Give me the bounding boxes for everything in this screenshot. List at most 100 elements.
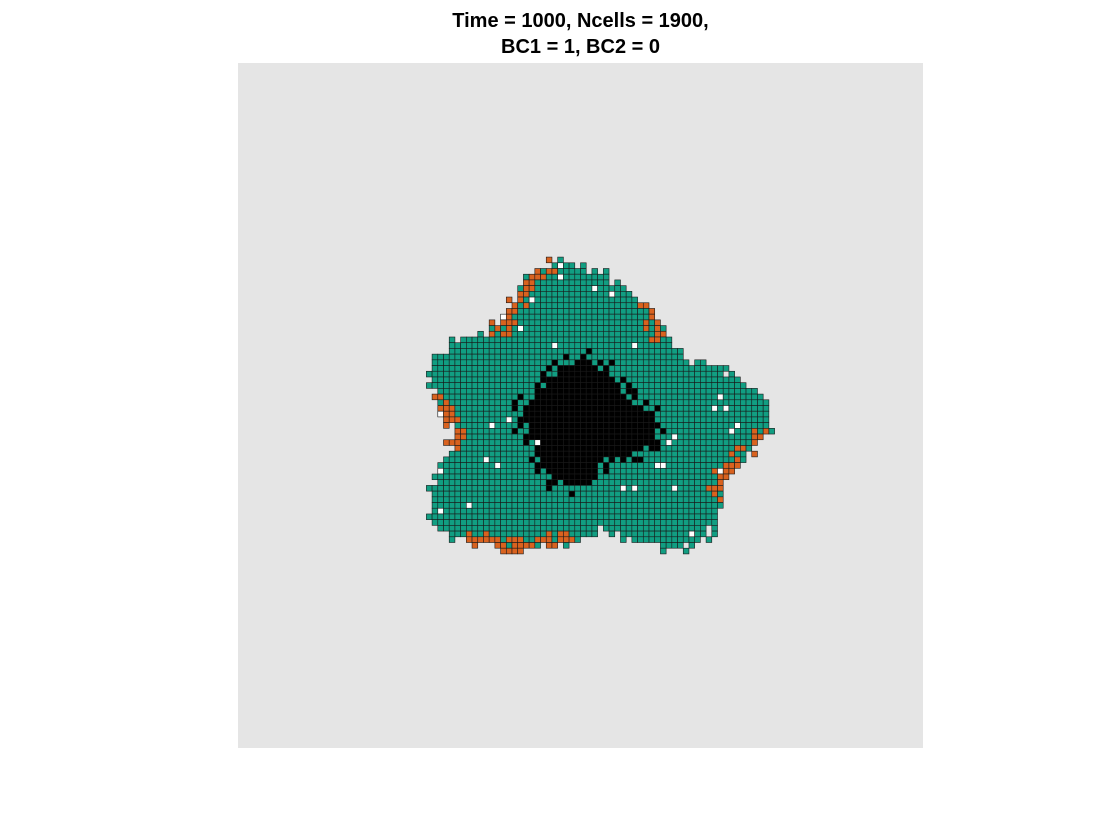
resistant-cell	[443, 410, 450, 418]
healthy-cell	[494, 445, 501, 452]
dead-cell	[534, 388, 541, 395]
healthy-cell	[523, 325, 530, 332]
healthy-cell	[620, 313, 627, 321]
healthy-cell	[437, 359, 444, 366]
healthy-cell	[597, 273, 604, 281]
healthy-cell	[528, 536, 536, 543]
resistant-cell	[728, 467, 735, 475]
dead-cell	[563, 428, 570, 435]
healthy-cell	[437, 370, 444, 378]
healthy-cell	[711, 525, 718, 532]
healthy-cell	[488, 410, 496, 418]
healthy-cell	[625, 308, 633, 315]
healthy-cell	[454, 399, 461, 406]
dead-cell	[603, 382, 610, 389]
healthy-cell	[466, 479, 473, 486]
healthy-cell	[660, 399, 667, 406]
healthy-cell	[728, 456, 735, 463]
healthy-cell	[448, 456, 456, 463]
healthy-cell	[671, 496, 678, 503]
healthy-cell	[642, 507, 650, 515]
healthy-cell	[614, 485, 621, 492]
healthy-cell	[551, 370, 558, 378]
dead-cell	[585, 467, 593, 475]
healthy-cell	[523, 462, 530, 469]
healthy-cell	[500, 439, 507, 446]
healthy-cell	[500, 513, 507, 520]
healthy-cell	[700, 502, 707, 509]
healthy-cell	[574, 342, 581, 349]
resistant-cell	[437, 405, 444, 412]
healthy-cell	[711, 376, 718, 383]
healthy-cell	[517, 319, 524, 326]
healthy-cell	[677, 507, 684, 515]
dead-cell	[540, 416, 547, 423]
healthy-cell	[540, 330, 547, 338]
healthy-cell	[734, 450, 741, 458]
healthy-cell	[574, 507, 581, 515]
healthy-cell	[694, 370, 701, 378]
healthy-cell	[528, 302, 536, 309]
healthy-cell	[568, 353, 576, 361]
healthy-cell	[494, 382, 501, 389]
healthy-cell	[466, 525, 473, 532]
dead-cell	[551, 462, 558, 469]
dead-cell	[603, 388, 610, 395]
healthy-cell	[717, 422, 724, 429]
healthy-cell	[551, 296, 558, 304]
healthy-cell	[448, 519, 456, 526]
healthy-cell	[488, 433, 496, 441]
healthy-cell	[660, 382, 667, 389]
healthy-cell	[688, 485, 695, 492]
healthy-cell	[700, 433, 707, 441]
healthy-cell	[517, 330, 524, 338]
healthy-cell	[448, 502, 456, 509]
title-line-2: BC1 = 1, BC2 = 0	[501, 36, 660, 58]
healthy-cell	[483, 496, 490, 503]
resistant-cell	[648, 308, 656, 315]
dead-cell	[563, 422, 570, 429]
healthy-cell	[722, 410, 730, 418]
healthy-cell	[563, 519, 570, 526]
healthy-cell	[488, 416, 496, 423]
resistant-cell	[711, 485, 718, 492]
healthy-cell	[500, 530, 507, 538]
healthy-cell	[494, 490, 501, 498]
healthy-cell	[603, 353, 610, 361]
healthy-cell	[671, 428, 678, 435]
dead-cell	[585, 450, 593, 458]
dead-cell	[568, 479, 576, 486]
healthy-cell	[660, 467, 667, 475]
healthy-cell	[534, 342, 541, 349]
healthy-cell	[494, 485, 501, 492]
dead-cell	[625, 450, 633, 458]
healthy-cell	[517, 348, 524, 355]
resistant-cell	[454, 445, 461, 452]
healthy-cell	[454, 342, 461, 349]
dead-cell	[568, 376, 576, 383]
healthy-cell	[608, 336, 616, 344]
healthy-cell	[540, 296, 547, 304]
healthy-cell	[694, 507, 701, 515]
dead-cell	[551, 376, 558, 383]
healthy-cell	[597, 308, 604, 315]
healthy-cell	[466, 450, 473, 458]
healthy-cell	[637, 479, 644, 486]
healthy-cell	[705, 376, 713, 383]
healthy-cell	[688, 467, 695, 475]
healthy-cell	[648, 490, 656, 498]
healthy-cell	[505, 479, 513, 486]
healthy-cell	[557, 308, 564, 315]
dead-cell	[551, 479, 558, 486]
resistant-cell	[545, 542, 553, 549]
dead-cell	[620, 416, 627, 423]
healthy-cell	[585, 319, 593, 326]
healthy-cell	[682, 479, 690, 486]
empty-cell	[466, 502, 473, 509]
healthy-cell	[563, 507, 570, 515]
healthy-cell	[665, 473, 673, 481]
resistant-cell	[551, 268, 558, 275]
healthy-cell	[705, 450, 713, 458]
dead-cell	[563, 479, 570, 486]
healthy-cell	[551, 513, 558, 520]
